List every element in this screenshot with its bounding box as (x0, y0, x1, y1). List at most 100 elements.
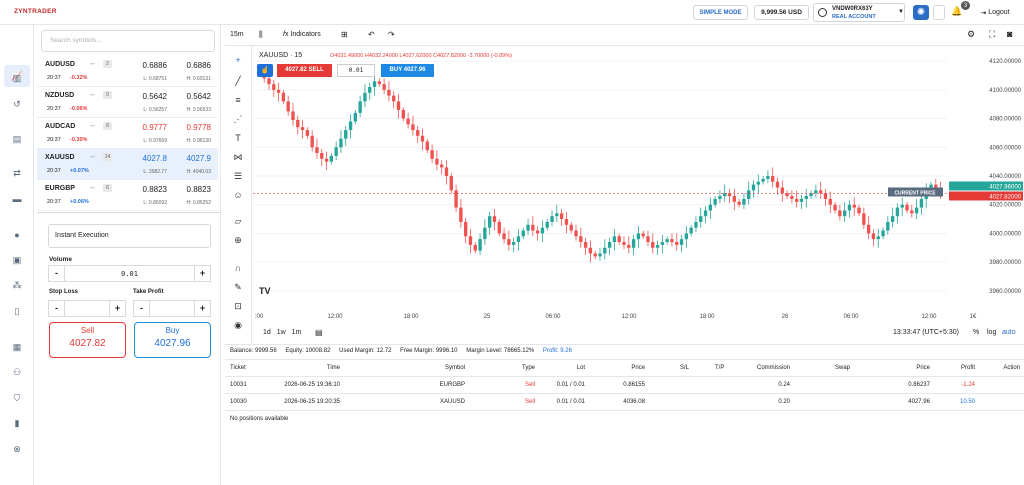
clock: 13:33:47 (UTC+5:30) (893, 329, 959, 336)
watchlist-item-nzdusd[interactable]: NZDUSD ↔ 0 20:37 -0.06% 0.5642 0.5642 L:… (37, 87, 218, 118)
cell-lot: 0.01 / 0.01 (556, 382, 585, 388)
candle (281, 92, 286, 102)
ruler-icon[interactable]: ▱ (234, 216, 242, 226)
trendline-icon[interactable]: ╱ (235, 76, 241, 86)
logout-button[interactable]: ⇥ Logout (980, 9, 1010, 17)
candle (857, 207, 861, 214)
history-icon[interactable]: ↺ (13, 99, 21, 109)
candle (545, 221, 549, 228)
watchlist-item-xauusd[interactable]: XAUUSD ↔ 14 20:37 +0.07% 4027.8 4027.9 L… (37, 149, 218, 180)
theme-toggle[interactable] (933, 5, 945, 20)
watchlist-item-audcad[interactable]: AUDCAD ↔ 8 20:37 -0.30% 0.9777 0.9778 L:… (37, 118, 218, 149)
range-buttons[interactable]: 1d 1w 1m (263, 329, 302, 336)
account-selector[interactable]: VNDW0RX63Y REAL ACCOUNT ▼ (813, 3, 905, 22)
quick-sell-button[interactable]: 4027.82 SELL (277, 64, 332, 77)
volume-increase-button[interactable]: + (194, 265, 211, 282)
stop-loss-input[interactable] (65, 300, 109, 317)
y-tick-label: 4020.00000 (989, 203, 1021, 209)
timeframe-button[interactable]: 15m (230, 31, 244, 38)
crosshair-icon[interactable]: + (235, 55, 241, 65)
candle (329, 155, 334, 162)
candle (775, 181, 780, 188)
one-click-toggle[interactable]: ☝ (257, 64, 273, 77)
transfer-icon[interactable]: ⇄ (13, 168, 21, 178)
emoji-icon[interactable]: ☺ (233, 190, 243, 200)
bar-type-icon[interactable]: ⫼ (259, 30, 263, 39)
candle (627, 244, 631, 248)
percent-toggle[interactable]: % (973, 329, 980, 336)
stats-icon[interactable]: ▥ (12, 73, 22, 83)
volume-decrease-button[interactable]: - (48, 265, 65, 282)
candle (842, 210, 847, 217)
zoom-in-icon[interactable]: ⊕ (234, 235, 242, 245)
shield-icon[interactable]: ⛉ (13, 393, 21, 403)
volume-input[interactable]: 0.01 (65, 265, 194, 282)
y-tick-label: 4040.00000 (989, 174, 1021, 180)
candle (564, 219, 569, 225)
lock-icon[interactable]: ⊡ (234, 301, 242, 311)
take-profit-decrease-button[interactable]: - (133, 300, 150, 317)
log-toggle[interactable]: log (987, 329, 997, 336)
candle (694, 221, 698, 228)
watchlist-item-eurgbp[interactable]: EURGBP ↔ 6 20:37 +0.06% 0.8823 0.8823 L:… (37, 180, 218, 211)
text-icon[interactable]: T (235, 133, 241, 143)
magnet-icon[interactable]: ∩ (234, 263, 242, 273)
candle (387, 89, 391, 96)
stop-loss-decrease-button[interactable]: - (48, 300, 65, 317)
take-profit-increase-button[interactable]: + (194, 300, 211, 317)
pencil-lock-icon[interactable]: ✎ (234, 282, 242, 292)
report-icon[interactable]: ▮ (14, 418, 20, 428)
candle (804, 196, 808, 199)
undo-icon[interactable]: ↶ (368, 30, 375, 39)
stop-loss-increase-button[interactable]: + (109, 300, 126, 317)
fullscreen-icon[interactable]: ⛶ (989, 29, 996, 39)
pattern-icon[interactable]: ⋈ (233, 152, 243, 162)
candle (579, 236, 583, 243)
users-icon[interactable]: ⁂ (12, 280, 22, 290)
quote-time: 20:37 (47, 106, 61, 112)
user-settings-icon[interactable]: ⚇ (12, 367, 22, 377)
layout-icon[interactable]: ⊞ (341, 30, 348, 39)
quick-buy-button[interactable]: BUY 4027.96 (381, 64, 434, 77)
eye-icon[interactable]: ◉ (234, 320, 242, 330)
documents-icon[interactable]: ▯ (14, 306, 20, 316)
camera-icon[interactable]: ◙ (1007, 29, 1013, 39)
horizontal-lines-icon[interactable]: ≡ (235, 95, 241, 105)
profile-icon[interactable]: ● (14, 230, 20, 240)
search-input[interactable]: Search symbols... (41, 30, 215, 52)
wallet-icon[interactable]: ▬ (12, 194, 22, 204)
candle (818, 190, 823, 194)
bid-price-label: 4027.82000 (989, 194, 1021, 200)
calendar-icon[interactable]: ▤ (315, 328, 323, 337)
settings-gear-icon[interactable]: ✺ (913, 5, 929, 20)
bell-icon[interactable]: 🔔 (951, 6, 963, 16)
execution-type-select[interactable]: Instant Execution (48, 224, 211, 248)
close-circle-icon[interactable]: ⊗ (13, 444, 21, 454)
sell-button[interactable]: Sell 4027.82 (49, 322, 126, 358)
quick-qty-input[interactable]: 0.01 (337, 64, 375, 77)
fib-icon[interactable]: ☰ (233, 171, 243, 181)
chart-nav-icon[interactable]: 📈 (4, 65, 30, 87)
watchlist-item-audusd[interactable]: AUDUSD ↔ 2 20:37 -0.32% 0.6886 0.6886 L:… (37, 56, 218, 87)
redo-icon[interactable]: ↷ (388, 30, 395, 39)
bank-icon[interactable]: ▦ (12, 342, 22, 352)
change-percent: +0.07% (70, 168, 89, 174)
low-price: L: 3982.77 (143, 169, 167, 175)
candle (871, 233, 876, 240)
auto-toggle[interactable]: auto (1002, 329, 1016, 336)
pitchfork-icon[interactable]: ⋰ (233, 114, 243, 124)
indicators-button[interactable]: fx Indicators (283, 31, 321, 38)
table-row[interactable]: 10030 2026-06-25 19:20:35 XAUUSD Sell 0.01 /… (225, 394, 1024, 411)
analytics-icon[interactable]: ▤ (12, 134, 22, 144)
summary-margin-level: Margin Level: 78665.12% (466, 348, 535, 354)
low-price: L: 0.86092 (143, 200, 167, 206)
candle (272, 84, 276, 90)
id-card-icon[interactable]: ▣ (12, 255, 22, 265)
chart-settings-icon[interactable]: ⚙ (967, 29, 976, 39)
take-profit-input[interactable] (150, 300, 194, 317)
buy-button[interactable]: Buy 4027.96 (134, 322, 211, 358)
table-row[interactable]: 10031 2026-06-25 19:36:10 EURGBP Sell 0.01 /… (225, 377, 1024, 394)
simple-mode-button[interactable]: SIMPLE MODE (693, 5, 748, 20)
spread-badge: 0 (103, 91, 112, 99)
price-chart[interactable]: 4120.00000 4100.00000 4080.00000 4060.00000… (253, 46, 1024, 344)
